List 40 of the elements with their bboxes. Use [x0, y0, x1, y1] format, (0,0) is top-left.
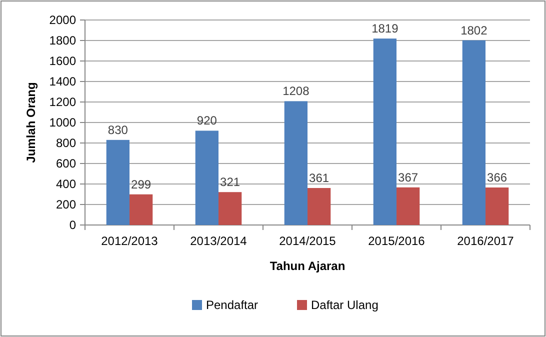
- data-label: 920: [196, 114, 218, 128]
- y-tick-label: 1400: [49, 74, 76, 89]
- data-label: 361: [309, 170, 330, 185]
- data-label: 1208: [282, 84, 310, 98]
- data-label: 367: [398, 170, 418, 184]
- x-tick-label: 2013/2014: [190, 234, 248, 248]
- bar: [308, 188, 331, 225]
- y-tick-label: 1800: [49, 34, 76, 48]
- x-tick-label: 2012/2013: [101, 234, 158, 248]
- bar: [396, 187, 420, 225]
- bar: [462, 40, 486, 225]
- bar: [284, 101, 308, 225]
- y-tick-label: 1000: [49, 116, 76, 130]
- legend-label: Pendaftar: [206, 298, 258, 312]
- y-tick-label: 2000: [49, 13, 76, 28]
- data-label: 366: [487, 170, 508, 184]
- bar: [218, 192, 242, 225]
- bar: [373, 38, 396, 225]
- data-label: 299: [131, 177, 152, 192]
- bar: [195, 130, 218, 225]
- legend-label: Daftar Ulang: [311, 298, 378, 312]
- bar: [130, 194, 153, 225]
- data-label: 321: [220, 175, 240, 190]
- y-tick-label: 1600: [49, 54, 76, 68]
- x-tick-label: 2016/2017: [457, 234, 514, 248]
- y-tick-label: 1200: [49, 95, 76, 110]
- bar: [106, 140, 130, 225]
- data-label: 1819: [372, 22, 399, 36]
- x-tick-label: 2015/2016: [368, 234, 426, 248]
- y-tick-label: 200: [56, 198, 76, 212]
- x-tick-label: 2014/2015: [279, 234, 336, 248]
- bar: [486, 187, 509, 225]
- y-tick-label: 800: [56, 136, 76, 150]
- x-axis-title: Tahun Ajaran: [270, 259, 346, 273]
- data-label: 830: [108, 122, 128, 137]
- y-tick-label: 0: [69, 218, 76, 232]
- y-tick-label: 600: [56, 156, 76, 171]
- y-tick-label: 400: [56, 177, 76, 192]
- y-axis-title: Jumlah Orang: [24, 82, 38, 163]
- data-label: 1802: [460, 23, 488, 38]
